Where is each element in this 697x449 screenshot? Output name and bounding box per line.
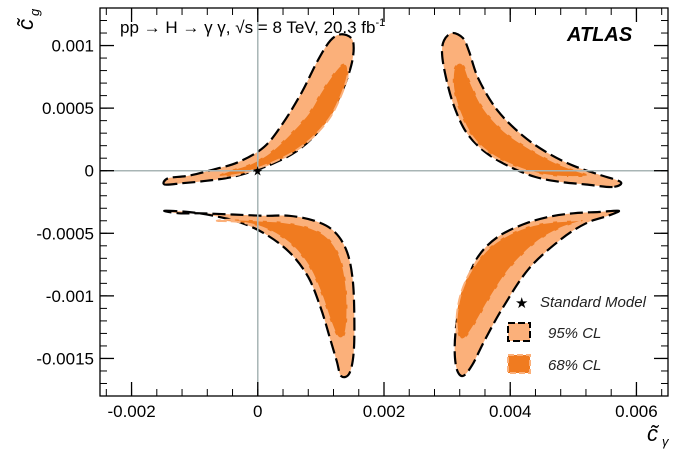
region-upper-left-cl68 bbox=[214, 62, 350, 179]
y-axis-title: c̃ g bbox=[13, 8, 42, 30]
tick-labels: -0.002 0 0.002 0.004 0.006 -0.0015 -0.001 -0.00… bbox=[36, 37, 657, 421]
standard-model-star-icon: ★ bbox=[252, 164, 264, 179]
region-upper-right-cl68 bbox=[451, 61, 591, 179]
legend-swatch-cl95 bbox=[507, 322, 531, 342]
confidence-regions bbox=[162, 31, 623, 379]
svg-text:c̃: c̃ bbox=[13, 18, 38, 30]
plot-header: pp → H → γ γ, √s = 8 TeV, 20.3 fb-1 bbox=[120, 17, 385, 37]
x-tick-label: 0.006 bbox=[615, 402, 658, 421]
region-lower-left-cl68 bbox=[215, 218, 349, 340]
x-tick-label: 0 bbox=[253, 402, 262, 421]
star-icon: ★ bbox=[515, 295, 528, 312]
experiment-label: ATLAS bbox=[566, 24, 633, 46]
y-tick-label: -0.0005 bbox=[36, 224, 94, 243]
legend-label-cl68: 68% CL bbox=[548, 357, 601, 374]
svg-text:γ: γ bbox=[662, 434, 670, 449]
svg-text:c̃: c̃ bbox=[647, 421, 659, 446]
legend-swatch-cl68 bbox=[507, 354, 531, 374]
y-tick-label: 0.0005 bbox=[42, 99, 94, 118]
y-tick-label: 0 bbox=[85, 162, 94, 181]
reference-lines: ★ bbox=[100, 8, 668, 396]
legend-label-cl95: 95% CL bbox=[548, 325, 601, 342]
legend: ★ Standard Model 95% CL 68% CL bbox=[507, 294, 647, 374]
y-tick-label: -0.0015 bbox=[36, 349, 94, 368]
region-lower-right-cl68 bbox=[455, 219, 584, 341]
y-tick-label: -0.001 bbox=[46, 287, 94, 306]
x-tick-label: -0.002 bbox=[107, 402, 155, 421]
x-tick-label: 0.002 bbox=[363, 402, 406, 421]
x-axis-title: c̃ γ bbox=[647, 421, 670, 449]
x-tick-label: 0.004 bbox=[489, 402, 532, 421]
svg-text:g: g bbox=[27, 8, 42, 16]
y-tick-label: 0.001 bbox=[51, 37, 94, 56]
legend-label-sm: Standard Model bbox=[540, 294, 647, 311]
axis-ticks bbox=[100, 7, 668, 397]
